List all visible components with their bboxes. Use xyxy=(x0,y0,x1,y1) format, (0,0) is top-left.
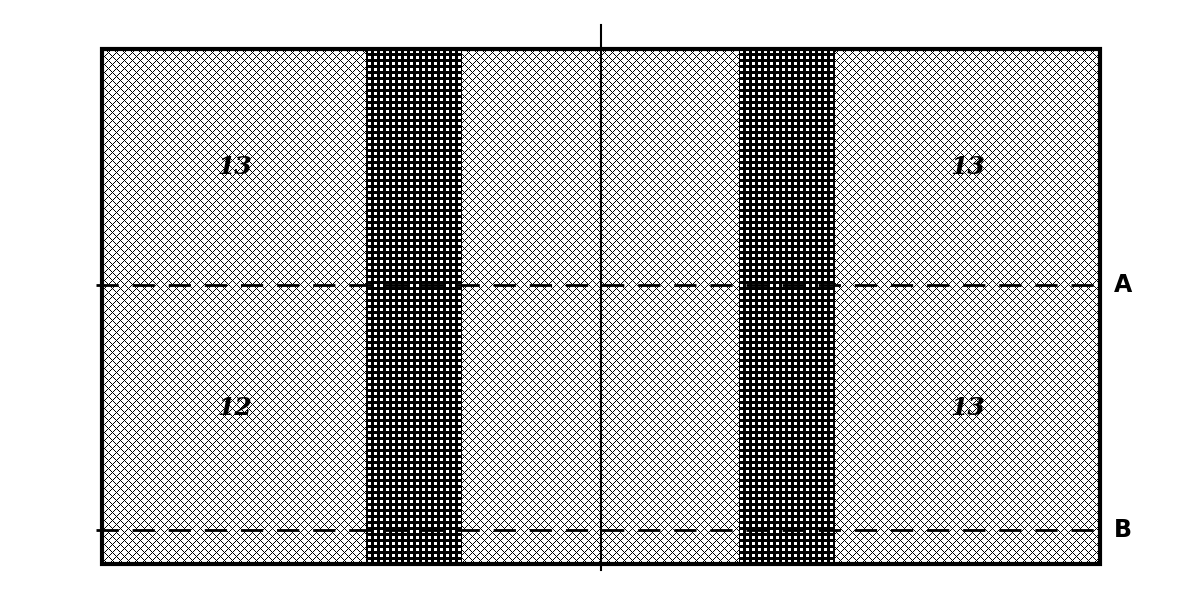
Text: 13: 13 xyxy=(218,155,251,179)
Text: 12: 12 xyxy=(218,395,251,420)
Text: 13: 13 xyxy=(951,395,984,420)
Text: B: B xyxy=(1114,518,1132,543)
Bar xyxy=(102,49,1100,564)
Text: 13: 13 xyxy=(951,155,984,179)
Text: A: A xyxy=(1114,273,1132,297)
